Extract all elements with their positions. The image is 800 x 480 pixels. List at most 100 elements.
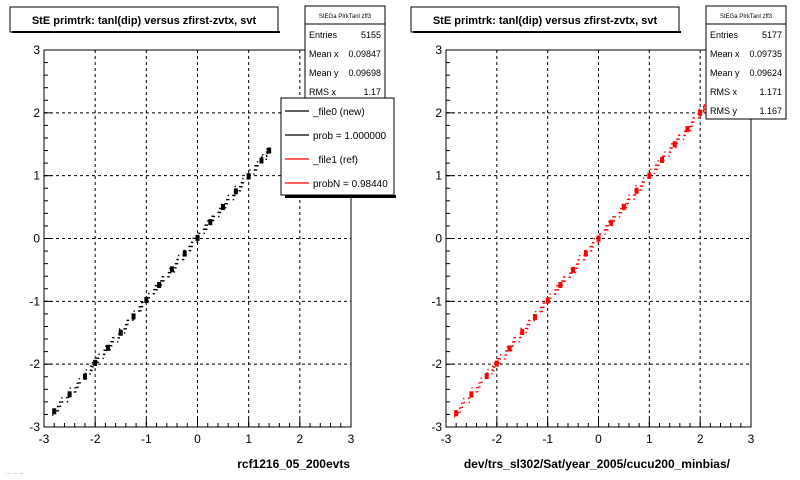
left-scatter-dot xyxy=(77,386,79,388)
left-scatter-dot xyxy=(238,190,240,192)
left-scatter-dot xyxy=(66,396,68,399)
left-scatter-dot xyxy=(219,211,222,214)
left-scatter-dot xyxy=(140,310,142,312)
right-stats-name: StEGa PIrkTanl zff3 xyxy=(720,14,773,20)
right-y-tick-label: -3 xyxy=(431,420,442,434)
left-scatter-dot xyxy=(98,353,100,355)
right-scatter-dot xyxy=(511,345,513,347)
left-scatter-dot xyxy=(142,301,144,304)
left-scatter-dot xyxy=(126,323,128,326)
left-scatter-dot xyxy=(118,337,121,339)
right-scatter-dot xyxy=(498,358,500,360)
right-scatter-dot xyxy=(613,216,615,218)
right-scatter-dot xyxy=(635,185,637,187)
right-stats-label: Mean x xyxy=(710,49,740,59)
left-data-point xyxy=(221,204,226,211)
left-scatter-dot xyxy=(255,165,257,167)
right-scatter-dot xyxy=(597,241,600,243)
right-scatter-dot xyxy=(555,289,557,291)
right-scatter-dot xyxy=(512,341,515,343)
right-scatter-dot xyxy=(605,229,608,231)
left-scatter-dot xyxy=(218,215,220,218)
left-stats-value: 0.09847 xyxy=(348,49,381,59)
right-scatter-dot xyxy=(540,310,542,313)
left-scatter-dot xyxy=(176,262,179,265)
right-scatter-dot xyxy=(467,397,470,399)
left-scatter-dot xyxy=(174,267,176,269)
right-scatter-dot xyxy=(570,272,572,274)
right-scatter-dot xyxy=(641,185,644,187)
left-stats-rows: Entries 5155 Mean x 0.09847 Mean y 0.09698 RMS… xyxy=(309,30,381,97)
right-y-tick-label: 2 xyxy=(435,106,442,120)
right-scatter-dot xyxy=(527,323,529,326)
right-scatter-dot xyxy=(557,289,560,291)
left-scatter-dot xyxy=(162,280,164,282)
right-scatter-dot xyxy=(628,194,630,196)
right-scatter-dot xyxy=(589,250,592,252)
left-data-point xyxy=(131,313,136,320)
left-scatter-dot xyxy=(117,341,119,343)
right-scatter-dot xyxy=(655,164,658,166)
right-scatter-dot xyxy=(579,254,581,257)
right-scatter-dot xyxy=(469,397,471,399)
right-stats-label: RMS y xyxy=(710,106,738,116)
left-scatter-dot xyxy=(205,224,207,226)
right-scatter-dot xyxy=(491,373,493,375)
left-scatter-dot xyxy=(125,323,127,326)
right-y-tick-label: -1 xyxy=(431,294,442,308)
left-scatter-dot xyxy=(91,361,94,364)
left-y-tick-label: 2 xyxy=(33,106,40,120)
left-legend-label: probN = 0.98440 xyxy=(313,179,388,190)
left-scatter-dot xyxy=(196,240,199,243)
right-scatter-dot xyxy=(571,272,573,274)
right-data-point xyxy=(545,297,550,304)
right-scatter-dot xyxy=(656,164,659,166)
left-scatter-dot xyxy=(213,219,215,222)
left-data-point xyxy=(182,250,187,257)
right-scatter-dot xyxy=(628,198,631,200)
right-scatter-dot xyxy=(533,319,536,321)
left-x-tick-label: 0 xyxy=(194,432,201,446)
right-scatter-dot xyxy=(654,164,657,166)
left-x-axis-label: rcf1216_05_200evts xyxy=(237,457,350,471)
right-data-point xyxy=(571,266,576,273)
left-scatter-dot xyxy=(162,276,165,278)
left-scatter-dot xyxy=(191,245,193,248)
right-pad: -3 -2 -1 0 1 2 3 -3 -2 -1 0 1 2 3 StE primtrk: tanl(d… xyxy=(410,5,787,471)
right-scatter-dot xyxy=(664,151,666,153)
left-scatter-dot xyxy=(265,151,268,153)
left-scatter-dot xyxy=(213,215,215,218)
right-scatter-dot xyxy=(511,341,514,343)
left-scatter-dot xyxy=(97,357,100,359)
left-scatter-dot xyxy=(219,207,221,210)
right-scatter-dot xyxy=(678,134,681,136)
left-scatter-dot xyxy=(176,258,178,261)
left-scatter-dot xyxy=(103,353,106,356)
left-scatter-dot xyxy=(85,369,88,371)
right-scatter-dot xyxy=(703,106,705,109)
left-scatter-dot xyxy=(160,284,163,286)
right-scatter-dot xyxy=(703,111,705,113)
right-scatter-dot xyxy=(524,327,527,330)
right-scatter-dot xyxy=(493,362,495,364)
left-scatter-points xyxy=(51,147,272,416)
left-scatter-dot xyxy=(253,169,256,171)
left-stats-label: Mean y xyxy=(309,68,339,78)
right-scatter-dot xyxy=(539,310,541,313)
right-stats-label: RMS x xyxy=(710,87,738,97)
right-data-point xyxy=(484,373,489,380)
right-data-point xyxy=(621,204,626,211)
right-scatter-dot xyxy=(591,242,594,244)
left-scatter-dot xyxy=(109,344,112,347)
left-y-tick-label: -3 xyxy=(29,420,40,434)
left-scatter-dot xyxy=(241,186,243,188)
right-scatter-dot xyxy=(663,155,666,157)
left-scatter-dot xyxy=(190,241,193,244)
right-y-tick-label: 0 xyxy=(435,232,442,246)
right-scatter-dot xyxy=(656,168,658,171)
right-scatter-dot xyxy=(479,381,482,384)
right-scatter-dot xyxy=(526,323,528,326)
right-scatter-dot xyxy=(519,336,521,339)
right-scatter-dot xyxy=(500,354,502,356)
right-scatter-dot xyxy=(689,129,692,132)
